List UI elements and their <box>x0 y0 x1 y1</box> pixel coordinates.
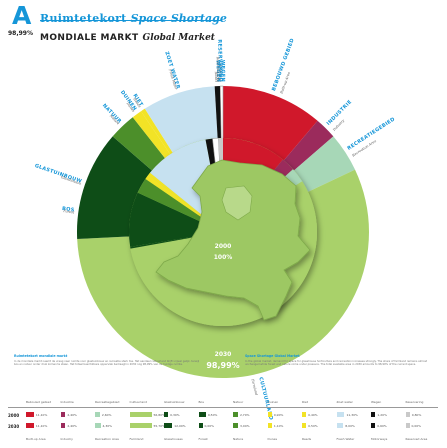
notes-right: Space Shortage Global Market In the glob… <box>245 354 435 367</box>
legend-foot-farmland: Farmland <box>130 437 144 441</box>
legend-head-nature: Natuur <box>233 400 243 404</box>
legend-value-2030-motorways: 0,60% <box>377 424 387 428</box>
legend-foot-reeds: Reeds <box>302 437 311 441</box>
legend-swatch-2030-dunes <box>268 423 272 428</box>
legend-foot-industry: Industry <box>61 437 73 441</box>
notes-left-text: In de mondiale markt neemt de vraag naar… <box>14 360 199 366</box>
legend-rule <box>8 407 438 408</box>
legend-value-2030-reserved-area: 0,00% <box>412 424 422 428</box>
legend-swatch-2000-reserved-area <box>406 412 410 417</box>
center-label-2030-year: 2030 <box>215 351 232 358</box>
legend-swatch-2000-forest <box>199 412 206 417</box>
legend-swatch-2000-fresh-water <box>337 412 345 417</box>
legend-value-2000-recreation-area: 2,60% <box>102 413 112 417</box>
legend-foot-motorways: Motorways <box>371 437 387 441</box>
legend-value-2000-nature: 2,70% <box>240 413 250 417</box>
legend-value-2000-glasshouses: 0,30% <box>170 413 180 417</box>
notes-right-text: In the global market, demand for space f… <box>245 360 427 366</box>
legend-swatch-2030-farmland <box>130 423 152 428</box>
legend-foot-built-up-area: Built-up Area <box>26 437 46 441</box>
legend-row-2000: 2000 <box>8 413 19 418</box>
legend-swatch-2030-recreation-area <box>95 423 101 428</box>
legend-head-glasshouses: Glastuinbouw <box>164 400 184 404</box>
legend-value-2030-forest: 0,00% <box>205 424 215 428</box>
legend-swatch-2030-motorways <box>371 423 375 428</box>
legend-value-2030-dunes: 1,10% <box>274 424 284 428</box>
center-label-2030-value: 98,99% <box>206 361 239 370</box>
legend-head-forest: Bos <box>199 400 204 404</box>
legend-value-2030-industry: 2,40% <box>67 424 77 428</box>
legend-swatch-2000-reeds <box>302 412 306 417</box>
legend-value-2030-fresh-water: 8,00% <box>345 424 355 428</box>
legend-swatch-2000-nature <box>233 412 238 417</box>
legend-foot-forest: Forest <box>199 437 208 441</box>
legend-head-motorways: Wegen <box>371 400 381 404</box>
legend-value-2000-forest: 9,50% <box>208 413 218 417</box>
legend-head-farmland: Cultuurland <box>130 400 148 404</box>
segment-sublabel-forest: Forest <box>62 209 75 215</box>
legend-swatch-2030-built-up-area <box>26 423 34 428</box>
legend-head-reeds: Riet <box>302 400 308 404</box>
legend-swatch-2000-recreation-area <box>95 412 100 417</box>
legend-head-built-up-area: Bebouwd gebied <box>26 400 51 404</box>
legend-foot-fresh-water: Fresh Water <box>337 437 355 441</box>
legend-value-2030-reeds: 0,50% <box>308 424 318 428</box>
legend-swatch-2030-glasshouses <box>164 423 172 428</box>
legend-swatch-2000-dunes <box>268 412 272 417</box>
notes-left-heading: Ruimtetekort mondiale markt <box>14 354 204 358</box>
legend-head-fresh-water: Zoet water <box>337 400 353 404</box>
legend-row-2030: 2030 <box>8 424 19 429</box>
legend-swatch-2030-nature <box>233 423 238 428</box>
center-label-2000-year: 2000 <box>215 243 232 250</box>
notes-right-heading: Space Shortage Global Market <box>245 354 435 358</box>
legend-value-2000-dunes: 0,90% <box>274 413 284 417</box>
segment-sublabel-reserved-area: Reserved Area <box>216 56 221 82</box>
legend-swatch-2000-built-up-area <box>26 412 34 417</box>
legend-table: 2000 2030 Bebouwd gebied Built-up Area 11,… <box>0 398 447 448</box>
legend-head-reserved-area: Reservering <box>406 400 424 404</box>
legend-foot-dunes: Dunes <box>268 437 278 441</box>
legend-swatch-2000-glasshouses <box>164 412 168 417</box>
legend-foot-glasshouses: Glasshouses <box>164 437 183 441</box>
legend-value-2000-fresh-water: 11,30% <box>346 413 357 417</box>
legend-value-2000-motorways: 1,20% <box>377 413 387 417</box>
legend-swatch-2000-farmland <box>130 412 152 417</box>
legend-foot-reserved-area: Reserved Area <box>406 437 428 441</box>
legend-swatch-2000-motorways <box>371 412 375 417</box>
legend-value-2000-built-up-area: 11,10% <box>36 413 47 417</box>
legend-value-2030-glasshouses: 12,00% <box>174 424 185 428</box>
center-label-2000-value: 100% <box>214 254 233 261</box>
legend-swatch-2030-reeds <box>302 423 306 428</box>
legend-value-2000-reserved-area: 0,80% <box>412 413 422 417</box>
legend-head-industry: Industrie <box>61 400 74 404</box>
legend-swatch-2030-fresh-water <box>337 423 344 428</box>
segment-label-recreation-area: RECREATIEGEBIED <box>346 116 396 151</box>
legend-foot-nature: Nature <box>233 437 243 441</box>
notes-left: Ruimtetekort mondiale markt In de mondia… <box>14 354 204 367</box>
legend-foot-recreation-area: Recreation Area <box>95 437 119 441</box>
legend-value-2030-built-up-area: 11,10% <box>36 424 47 428</box>
legend-value-2000-industry: 2,40% <box>67 413 77 417</box>
legend-value-2000-reeds: 0,40% <box>308 413 318 417</box>
legend-head-dunes: Duinen <box>268 400 279 404</box>
legend-value-2030-nature: 3,00% <box>240 424 250 428</box>
legend-swatch-2030-reserved-area <box>406 423 410 428</box>
legend-head-recreation-area: Recreatiegebied <box>95 400 119 404</box>
legend-swatch-2030-industry <box>61 423 66 428</box>
legend-value-2030-recreation-area: 4,30% <box>103 424 113 428</box>
segment-sublabel-farmland: Farmland <box>250 378 258 397</box>
legend-swatch-2000-industry <box>61 412 66 417</box>
legend-swatch-2030-forest <box>199 423 203 428</box>
